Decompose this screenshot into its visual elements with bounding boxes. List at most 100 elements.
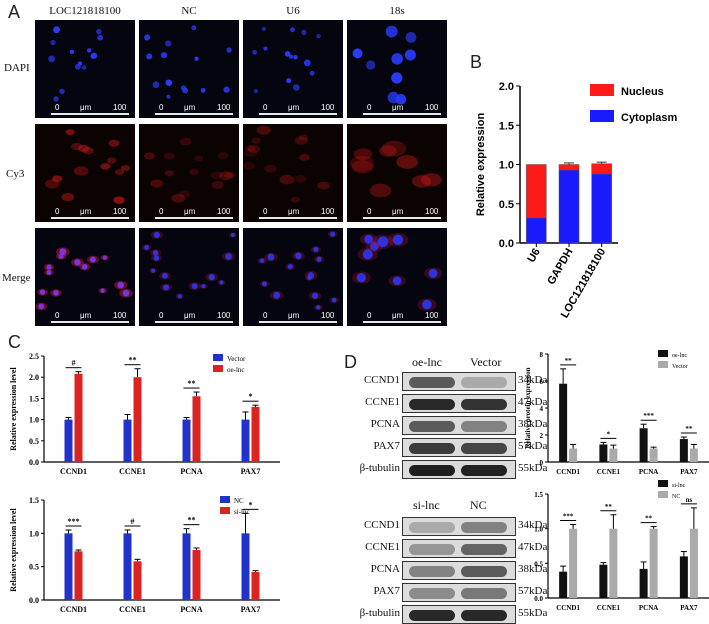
blot-strip <box>402 561 516 580</box>
blot-kda-label: 47kDa <box>518 541 548 553</box>
col-head-nc: NC <box>181 5 197 17</box>
chart-b-bar-nucleus <box>526 164 547 219</box>
chartDtop-xtick-label: PCNA <box>639 468 658 476</box>
blot-band <box>409 544 455 555</box>
blot-strip <box>402 372 516 391</box>
chartDbottom-sig-label: ns <box>686 496 693 504</box>
blot-label-pax7: PAX7 <box>373 440 401 452</box>
blot-band <box>461 443 507 454</box>
blot-band <box>409 399 455 410</box>
blot-strip <box>402 605 516 624</box>
chartCtop-ytick-label: 0.5 <box>29 437 39 446</box>
chartCbottom-bar-si-lnc <box>133 561 142 600</box>
micrograph-cy3-18s: 0 μm 100 <box>347 124 447 222</box>
blot-label-ccnd1: CCND1 <box>363 519 400 531</box>
blot-strip <box>402 394 516 413</box>
blot-kda-label: 57kDa <box>518 585 548 597</box>
blot-label-tubulin: β-tubulin <box>359 462 400 474</box>
chartCbottom-xtick-label: PCNA <box>180 605 202 614</box>
blot-band <box>409 465 455 476</box>
chartDtop-sig-label: * <box>607 430 611 438</box>
chart-b-ytick-label: 0.0 <box>499 238 514 250</box>
blot-label-ccne1: CCNE1 <box>365 396 400 408</box>
micrograph-cy3-u6: 0 μm 100 <box>243 124 343 222</box>
blot-label-pcna: PCNA <box>370 563 400 575</box>
chart-b-ytick-label: 1.5 <box>499 120 514 132</box>
chartCbottom-bar-nc <box>64 533 73 600</box>
blot-label-tubulin: β-tubulin <box>359 607 400 619</box>
chartCtop-bar-oe-lnc <box>251 406 260 462</box>
chartDbottom-ytick-label: 1.0 <box>534 526 543 534</box>
panel-letter-d: D <box>344 352 357 372</box>
blot-strip <box>402 460 516 479</box>
panel-letter-b: B <box>470 52 483 72</box>
blot-label-ccnd1: CCND1 <box>363 374 400 386</box>
chartDtop-legend-label-vector: Vector <box>672 364 688 370</box>
col-head-18s: 18s <box>389 5 405 17</box>
chartDbottom-xtick-label: CCND1 <box>556 604 580 612</box>
blot-top-lane-oe: oe-lnc <box>412 355 442 369</box>
chartCtop-xtick-label: PCNA <box>180 467 202 476</box>
chart-b-legend-label-cytoplasm: Cytoplasm <box>621 112 677 124</box>
row-head-merge: Merge <box>2 272 31 284</box>
micrograph-cy3-loc121818100: 0 μm 100 <box>35 124 135 222</box>
blot-band <box>409 443 455 454</box>
chartDbottom-bar-si-lnc <box>559 571 568 598</box>
chartDbottom-sig-label: *** <box>563 513 574 521</box>
chartDtop-bar-vector <box>689 448 698 462</box>
chartCbottom-xtick-label: CCND1 <box>60 605 87 614</box>
chartDtop-bar-oe-lnc <box>559 383 568 462</box>
chartDbottom-xtick-label: CCNE1 <box>597 604 621 612</box>
chartDtop-bar-oe-lnc <box>599 444 608 462</box>
chart-b-legend-label-nucleus: Nucleus <box>621 86 664 98</box>
chart-b-legend-swatch-nucleus <box>590 84 614 96</box>
chartCtop-ytick-label: 2.5 <box>29 352 39 361</box>
chart-d-top: 0 2 4 6 8 Relative protein expression ** CCND1 *… <box>524 350 709 476</box>
chartDtop-bar-vector <box>569 448 578 462</box>
chartCtop-sig-label: ** <box>129 356 137 365</box>
chartCbottom-ytick-label: 1.5 <box>29 496 39 505</box>
blot-band <box>461 399 507 410</box>
chartCtop-bar-oe-lnc <box>192 396 201 462</box>
chart-b-ylabel: Relative expression <box>475 113 487 217</box>
chartCtop-bar-vector <box>64 419 73 462</box>
blot-kda-label: 55kDa <box>518 462 548 474</box>
chartCtop-legend-label-vector: Vector <box>227 355 246 363</box>
chart-b-bar-nucleus <box>558 164 580 171</box>
chartDbottom-xtick-label: PCNA <box>639 604 658 612</box>
blot-bottom-lane-si: si-lnc <box>413 498 440 512</box>
chartDbottom-legend-label-si-lnc: si-lnc <box>672 483 686 489</box>
blot-kda-label: 38kDa <box>518 563 548 575</box>
chartCbottom-bar-nc <box>241 533 250 600</box>
chart-b-xtick-label: U6 <box>526 247 543 265</box>
chartCtop-sig-label: ** <box>188 379 196 388</box>
chartCbottom-ytick-label: 0.0 <box>29 596 39 605</box>
micrograph-merge-18s: 0 μm 100 <box>347 228 447 326</box>
row-head-cy3: Cy3 <box>6 168 25 180</box>
chartCbottom-sig-label: * <box>249 500 253 509</box>
chartCbottom-bar-si-lnc <box>192 550 201 600</box>
chartDbottom-sig-label: ** <box>645 515 653 523</box>
col-head-u6: U6 <box>286 5 300 17</box>
chartDtop-bar-vector <box>649 448 658 462</box>
micrograph-dapi-u6: 0 μm 100 <box>243 20 343 118</box>
chart-c-top: 0.0 0.5 1.0 1.5 2.0 2.5 Relative expression le… <box>9 352 280 476</box>
panel-letter-c: C <box>8 332 21 352</box>
blot-band <box>461 421 507 432</box>
chartCbottom-bar-si-lnc <box>251 572 260 600</box>
chartCtop-legend-label-oe-lnc: oe-lnc <box>227 366 245 374</box>
chartDbottom-legend-label-nc: NC <box>672 494 680 500</box>
chartDtop-legend-swatch-oe-lnc <box>658 350 668 357</box>
micrograph-merge-loc121818100: 0 μm 100 <box>35 228 135 326</box>
chartCbottom-legend-label-si-lnc: si-lnc <box>234 508 250 516</box>
chartDtop-bar-oe-lnc <box>639 428 648 462</box>
micrograph-cy3-nc: 0 μm 100 <box>139 124 239 222</box>
chartCtop-bar-oe-lnc <box>74 373 83 462</box>
micrograph-merge-nc: 0 μm 100 <box>139 228 239 326</box>
col-head-loc: LOC121818100 <box>49 5 121 17</box>
blot-kda-label: 57kDa <box>518 440 548 452</box>
chartCtop-ytick-label: 1.5 <box>29 394 39 403</box>
chartDtop-bar-vector <box>609 448 618 462</box>
blot-kda-label: 34kDa <box>518 519 548 531</box>
